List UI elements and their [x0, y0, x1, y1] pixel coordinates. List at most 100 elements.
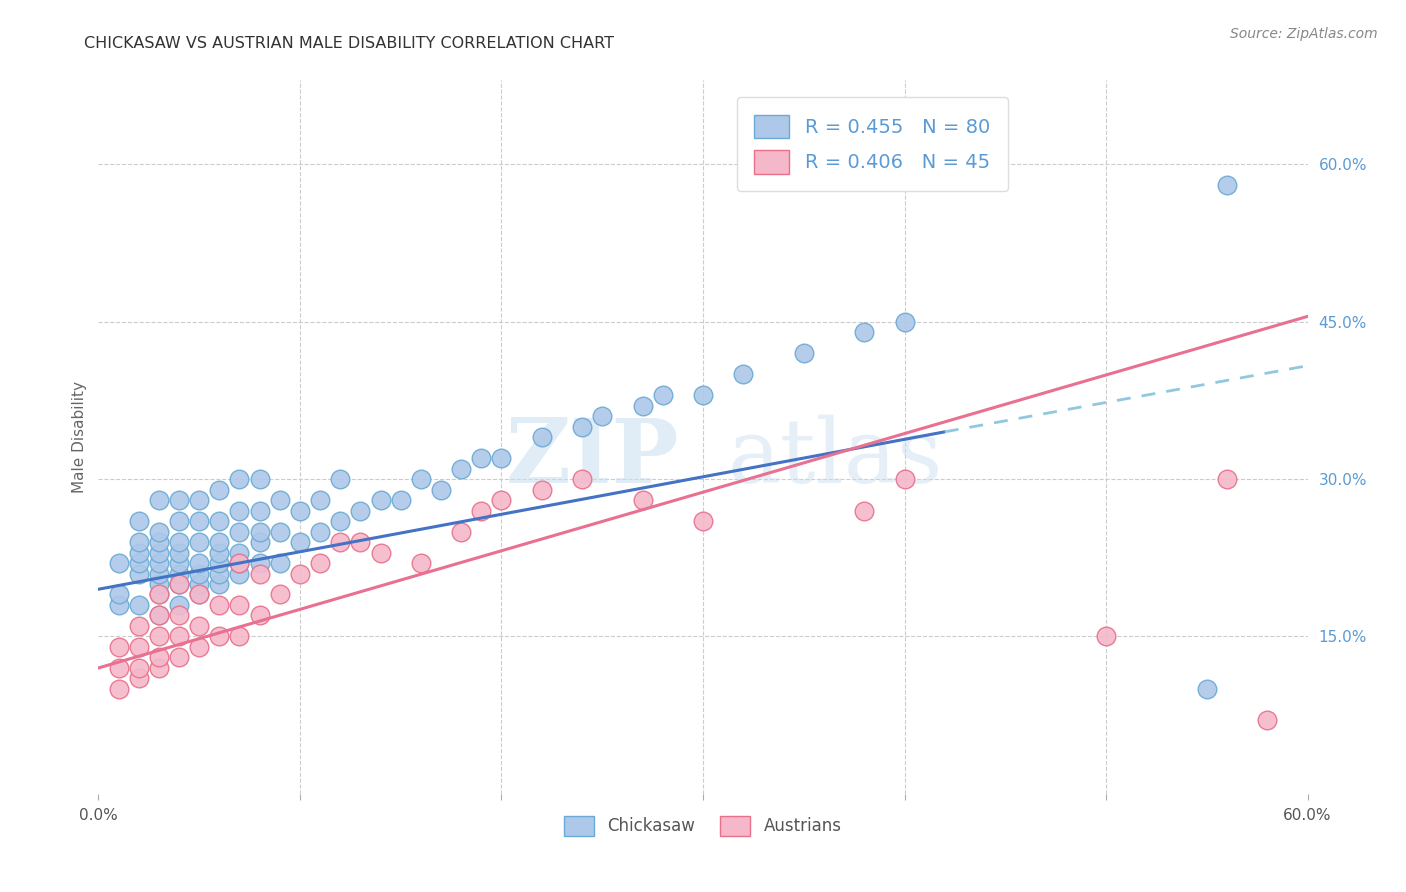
Point [128, 545, 150, 559]
Point [491, 493, 513, 508]
Point [309, 524, 332, 539]
Point [349, 503, 371, 517]
Y-axis label: Male Disability: Male Disability [72, 381, 87, 493]
Point [188, 566, 211, 581]
Point [288, 503, 311, 517]
Point [793, 346, 815, 360]
Point [148, 587, 170, 601]
Point [107, 587, 129, 601]
Point [128, 672, 150, 686]
Point [188, 587, 211, 601]
Point [409, 472, 432, 486]
Point [269, 556, 291, 570]
Point [651, 388, 673, 402]
Point [692, 388, 714, 402]
Point [309, 556, 332, 570]
Point [188, 619, 211, 633]
Point [148, 608, 170, 623]
Point [148, 493, 170, 508]
Point [128, 556, 150, 570]
Point [329, 472, 352, 486]
Point [167, 493, 190, 508]
Point [188, 587, 211, 601]
Point [167, 598, 190, 612]
Point [128, 514, 150, 528]
Point [893, 315, 915, 329]
Point [470, 503, 492, 517]
Point [349, 535, 371, 549]
Point [249, 556, 271, 570]
Point [188, 640, 211, 654]
Point [208, 483, 231, 497]
Point [148, 608, 170, 623]
Point [228, 556, 250, 570]
Point [167, 556, 190, 570]
Point [167, 566, 190, 581]
Text: ZIP: ZIP [505, 415, 679, 502]
Text: atlas: atlas [727, 415, 942, 502]
Point [631, 399, 654, 413]
Point [148, 556, 170, 570]
Point [107, 598, 129, 612]
Point [188, 535, 211, 549]
Point [167, 608, 190, 623]
Point [389, 493, 412, 508]
Point [208, 545, 231, 559]
Point [148, 566, 170, 581]
Point [571, 472, 593, 486]
Point [208, 577, 231, 591]
Point [631, 493, 654, 508]
Point [288, 535, 311, 549]
Point [208, 514, 231, 528]
Point [148, 661, 170, 675]
Point [370, 493, 392, 508]
Point [309, 493, 332, 508]
Point [167, 545, 190, 559]
Point [1216, 472, 1239, 486]
Point [148, 577, 170, 591]
Point [269, 524, 291, 539]
Point [107, 681, 129, 696]
Point [208, 535, 231, 549]
Point [893, 472, 915, 486]
Point [128, 640, 150, 654]
Point [591, 409, 613, 423]
Point [269, 493, 291, 508]
Point [148, 545, 170, 559]
Point [228, 524, 250, 539]
Point [167, 577, 190, 591]
Point [571, 419, 593, 434]
Point [329, 535, 352, 549]
Point [167, 577, 190, 591]
Point [128, 566, 150, 581]
Point [228, 472, 250, 486]
Point [733, 367, 755, 381]
Point [107, 556, 129, 570]
Point [249, 503, 271, 517]
Point [491, 451, 513, 466]
Point [530, 483, 553, 497]
Point [1216, 178, 1239, 193]
Point [148, 650, 170, 665]
Point [249, 524, 271, 539]
Point [1256, 714, 1278, 728]
Point [853, 503, 876, 517]
Point [208, 598, 231, 612]
Point [249, 608, 271, 623]
Point [128, 598, 150, 612]
Point [208, 556, 231, 570]
Point [1095, 630, 1118, 644]
Point [450, 524, 472, 539]
Point [228, 630, 250, 644]
Point [208, 630, 231, 644]
Point [167, 650, 190, 665]
Point [249, 472, 271, 486]
Point [409, 556, 432, 570]
Point [167, 514, 190, 528]
Point [228, 545, 250, 559]
Point [107, 661, 129, 675]
Point [692, 514, 714, 528]
Point [107, 640, 129, 654]
Point [450, 461, 472, 475]
Point [530, 430, 553, 444]
